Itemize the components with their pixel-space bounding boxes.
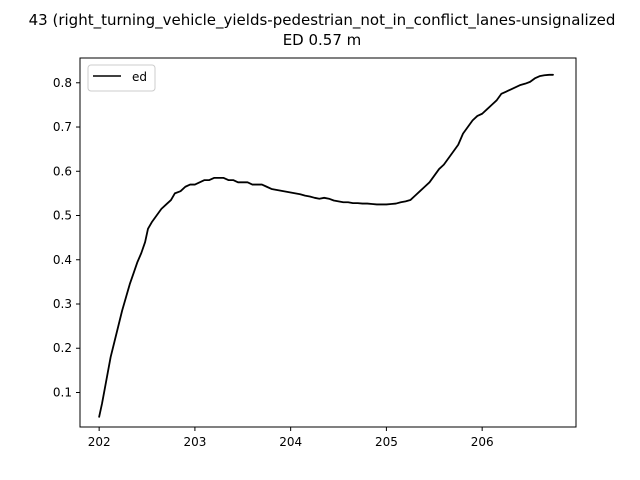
y-tick-label: 0.7 <box>53 120 72 134</box>
y-axis: 0.1 0.2 0.3 0.4 0.5 0.6 0.7 0.8 <box>53 76 80 399</box>
x-axis: 202 203 204 205 206 <box>88 427 494 449</box>
legend: ed <box>87 64 156 92</box>
series-layer <box>98 73 554 418</box>
legend-label-ed: ed <box>132 70 147 84</box>
y-tick-label: 0.6 <box>53 164 72 178</box>
y-tick-label: 0.1 <box>53 385 72 399</box>
chart-subtitle: ED 0.57 m <box>283 31 362 49</box>
plot-frame <box>79 57 577 428</box>
y-tick-label: 0.8 <box>53 76 72 90</box>
x-tick-label: 203 <box>183 435 206 449</box>
chart-title: 43 (right_turning_vehicle_yields-pedestr… <box>29 11 616 30</box>
y-tick-label: 0.3 <box>53 297 72 311</box>
series-line-ed <box>98 73 554 418</box>
plot-area <box>79 57 577 428</box>
legend-box <box>87 64 156 92</box>
y-tick-label: 0.4 <box>53 253 72 267</box>
y-tick-label: 0.2 <box>53 341 72 355</box>
x-tick-label: 206 <box>471 435 494 449</box>
y-tick-label: 0.5 <box>53 209 72 223</box>
x-tick-label: 205 <box>375 435 398 449</box>
x-tick-label: 202 <box>88 435 111 449</box>
x-tick-label: 204 <box>279 435 302 449</box>
